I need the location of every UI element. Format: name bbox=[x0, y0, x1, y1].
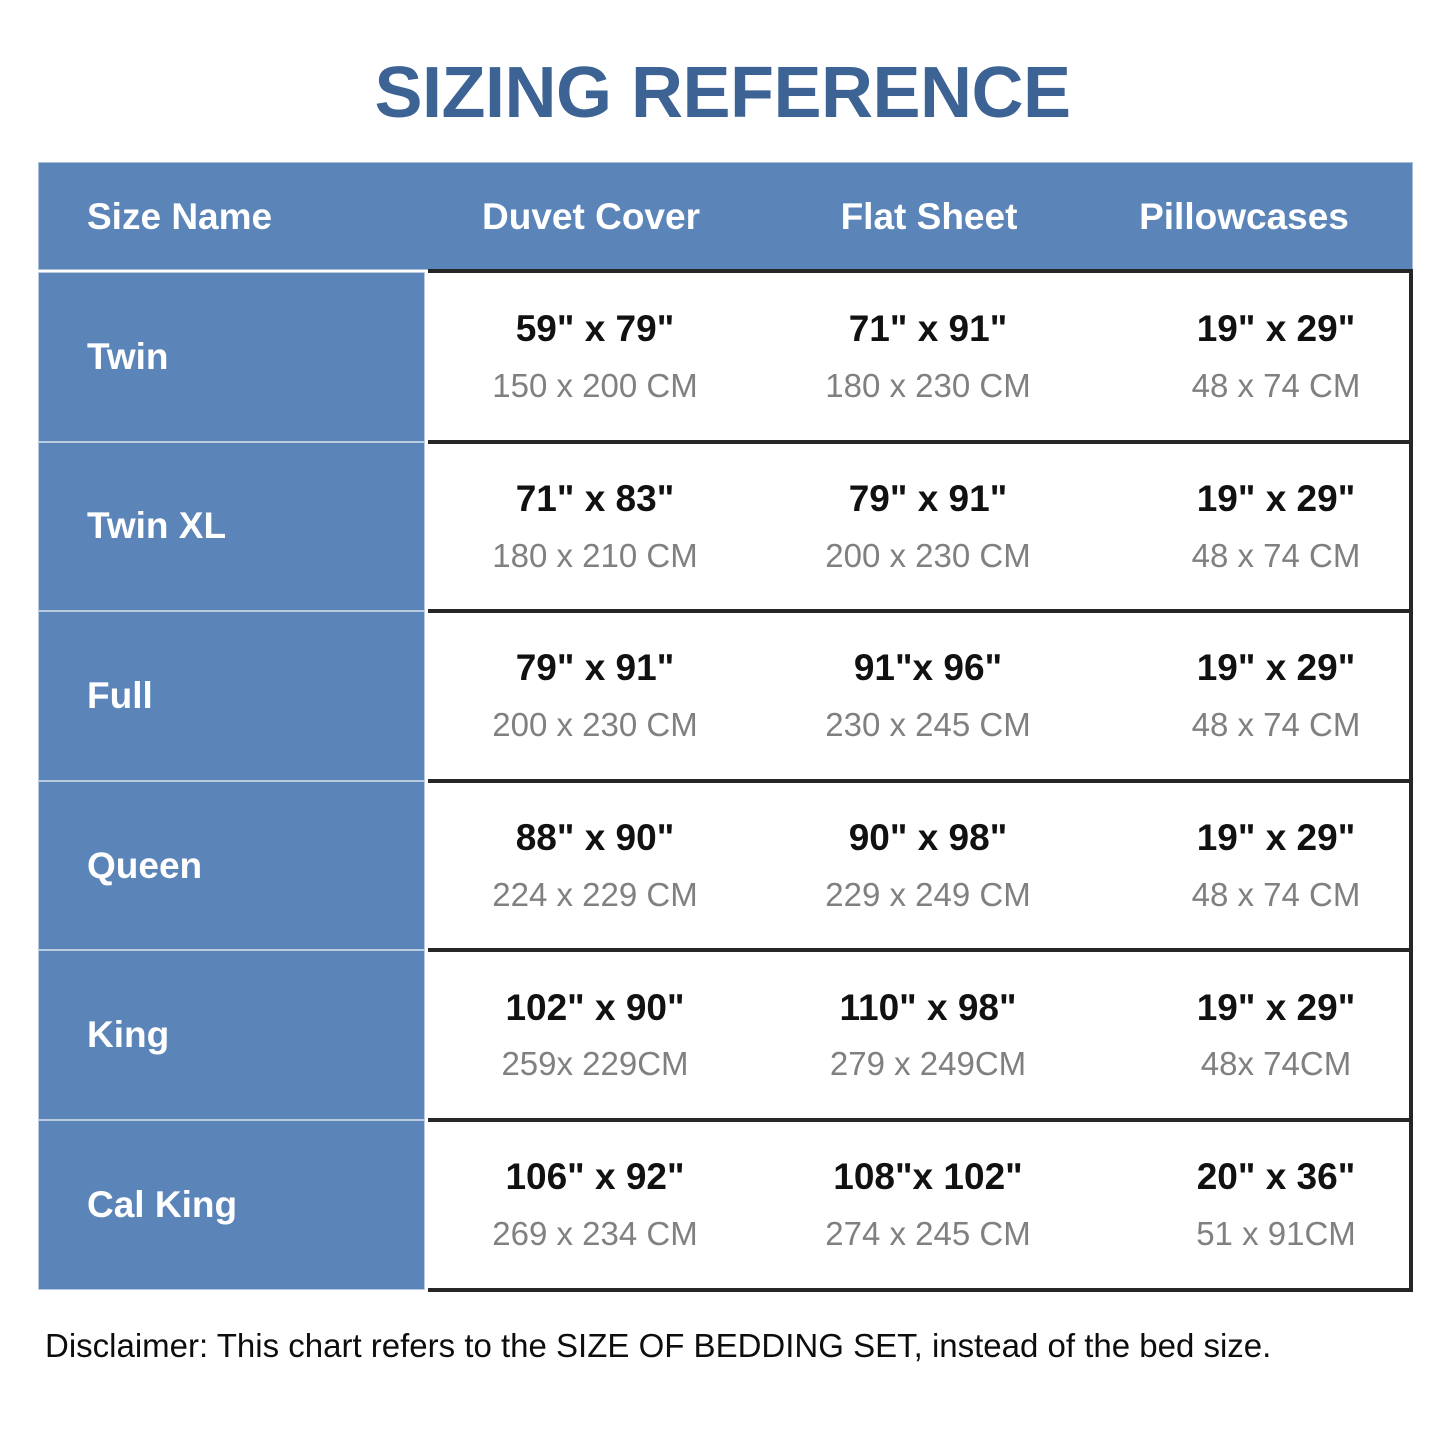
value-inches: 106" x 92" bbox=[505, 1156, 685, 1198]
row-label-twin-xl: Twin XL bbox=[38, 441, 425, 612]
value-inches: 19" x 29" bbox=[1196, 477, 1356, 519]
row-label-cal-king: Cal King bbox=[38, 1120, 425, 1290]
cell-full-duvet: 79" x 91" 200 x 230 CM bbox=[430, 611, 760, 781]
value-cm: 180 x 230 CM bbox=[825, 366, 1031, 404]
value-cm: 224 x 229 CM bbox=[492, 875, 698, 913]
row-divider bbox=[428, 269, 1413, 273]
row-divider bbox=[428, 1287, 1413, 1292]
value-cm: 48 x 74 CM bbox=[1191, 875, 1361, 913]
cell-queen-pillow: 19" x 29" 48 x 74 CM bbox=[1111, 780, 1441, 951]
value-inches: 79" x 91" bbox=[848, 477, 1008, 519]
cell-twinxl-pillow: 19" x 29" 48 x 74 CM bbox=[1111, 441, 1441, 612]
value-inches: 88" x 90" bbox=[515, 817, 675, 859]
cell-king-duvet: 102" x 90" 259x 229CM bbox=[430, 950, 760, 1120]
value-inches: 102" x 90" bbox=[505, 986, 685, 1028]
row-divider bbox=[428, 1118, 1413, 1122]
cell-twin-duvet: 59" x 79" 150 x 200 CM bbox=[430, 272, 760, 442]
cell-queen-duvet: 88" x 90" 224 x 229 CM bbox=[430, 780, 760, 951]
value-cm: 259x 229CM bbox=[501, 1045, 689, 1083]
value-cm: 51 x 91CM bbox=[1196, 1214, 1356, 1252]
value-inches: 91"x 96" bbox=[853, 647, 1003, 689]
column-header-duvet-cover: Duvet Cover bbox=[482, 196, 700, 237]
table-right-border bbox=[1409, 272, 1413, 1290]
value-cm: 274 x 245 CM bbox=[825, 1214, 1031, 1252]
value-inches: 19" x 29" bbox=[1196, 817, 1356, 859]
cell-calking-duvet: 106" x 92" 269 x 234 CM bbox=[430, 1120, 760, 1290]
cell-twinxl-duvet: 71" x 83" 180 x 210 CM bbox=[430, 441, 760, 612]
value-cm: 48x 74CM bbox=[1200, 1045, 1352, 1083]
table-header-row: Size Name Duvet Cover Flat Sheet Pillowc… bbox=[38, 162, 1413, 270]
value-cm: 48 x 74 CM bbox=[1191, 536, 1361, 574]
value-cm: 269 x 234 CM bbox=[492, 1214, 698, 1252]
table-body: Twin 59" x 79" 150 x 200 CM 71" x 91" 18… bbox=[38, 269, 1441, 1292]
cell-twin-pillow: 19" x 29" 48 x 74 CM bbox=[1111, 272, 1441, 442]
table-row: Twin XL 71" x 83" 180 x 210 CM 79" x 91"… bbox=[38, 441, 1441, 612]
cell-king-pillow: 19" x 29" 48x 74CM bbox=[1111, 950, 1441, 1120]
table-row: Queen 88" x 90" 224 x 229 CM 90" x 98" 2… bbox=[38, 780, 1441, 951]
cell-full-pillow: 19" x 29" 48 x 74 CM bbox=[1111, 611, 1441, 781]
value-inches: 19" x 29" bbox=[1196, 647, 1356, 689]
row-label-full: Full bbox=[38, 611, 425, 781]
value-cm: 180 x 210 CM bbox=[492, 536, 698, 574]
value-inches: 20" x 36" bbox=[1196, 1156, 1356, 1198]
value-cm: 279 x 249CM bbox=[829, 1045, 1027, 1083]
cell-twin-sheet: 71" x 91" 180 x 230 CM bbox=[763, 272, 1093, 442]
value-inches: 110" x 98" bbox=[839, 986, 1017, 1028]
table-row: Twin 59" x 79" 150 x 200 CM 71" x 91" 18… bbox=[38, 272, 1441, 442]
value-inches: 108"x 102" bbox=[833, 1156, 1023, 1198]
value-inches: 71" x 83" bbox=[515, 477, 675, 519]
page-title: SIZING REFERENCE bbox=[374, 53, 1071, 133]
row-divider bbox=[428, 778, 1413, 783]
value-inches: 19" x 29" bbox=[1196, 308, 1356, 350]
column-header-pillowcases: Pillowcases bbox=[1139, 196, 1349, 237]
value-cm: 48 x 74 CM bbox=[1191, 706, 1361, 744]
value-inches: 19" x 29" bbox=[1196, 986, 1356, 1028]
table-row: King 102" x 90" 259x 229CM 110" x 98" 27… bbox=[38, 950, 1441, 1120]
value-cm: 200 x 230 CM bbox=[825, 536, 1031, 574]
value-cm: 150 x 200 CM bbox=[492, 366, 698, 404]
table-row: Cal King 106" x 92" 269 x 234 CM 108"x 1… bbox=[38, 1120, 1441, 1290]
column-header-size-name: Size Name bbox=[87, 196, 273, 237]
value-cm: 48 x 74 CM bbox=[1191, 366, 1361, 404]
value-inches: 71" x 91" bbox=[848, 308, 1008, 350]
row-divider bbox=[428, 948, 1413, 953]
value-inches: 59" x 79" bbox=[515, 308, 675, 350]
value-inches: 79" x 91" bbox=[515, 647, 675, 689]
value-inches: 90" x 98" bbox=[848, 817, 1008, 859]
cell-twinxl-sheet: 79" x 91" 200 x 230 CM bbox=[763, 441, 1093, 612]
row-divider bbox=[428, 609, 1413, 614]
row-label-queen: Queen bbox=[38, 780, 425, 951]
cell-king-sheet: 110" x 98" 279 x 249CM bbox=[763, 950, 1093, 1120]
value-cm: 229 x 249 CM bbox=[825, 875, 1031, 913]
row-label-king: King bbox=[38, 950, 425, 1120]
column-header-flat-sheet: Flat Sheet bbox=[840, 196, 1018, 237]
cell-calking-pillow: 20" x 36" 51 x 91CM bbox=[1111, 1120, 1441, 1290]
disclaimer-text: Disclaimer: This chart refers to the SIZ… bbox=[45, 1327, 1272, 1364]
table-row: Full 79" x 91" 200 x 230 CM 91"x 96" 230… bbox=[38, 611, 1441, 781]
row-label-twin: Twin bbox=[38, 272, 425, 442]
sizing-table: Size Name Duvet Cover Flat Sheet Pillowc… bbox=[38, 162, 1441, 1292]
cell-calking-sheet: 108"x 102" 274 x 245 CM bbox=[763, 1120, 1093, 1290]
cell-queen-sheet: 90" x 98" 229 x 249 CM bbox=[763, 780, 1093, 951]
row-divider bbox=[428, 439, 1413, 444]
value-cm: 230 x 245 CM bbox=[825, 706, 1031, 744]
cell-full-sheet: 91"x 96" 230 x 245 CM bbox=[763, 611, 1093, 781]
value-cm: 200 x 230 CM bbox=[492, 706, 698, 744]
